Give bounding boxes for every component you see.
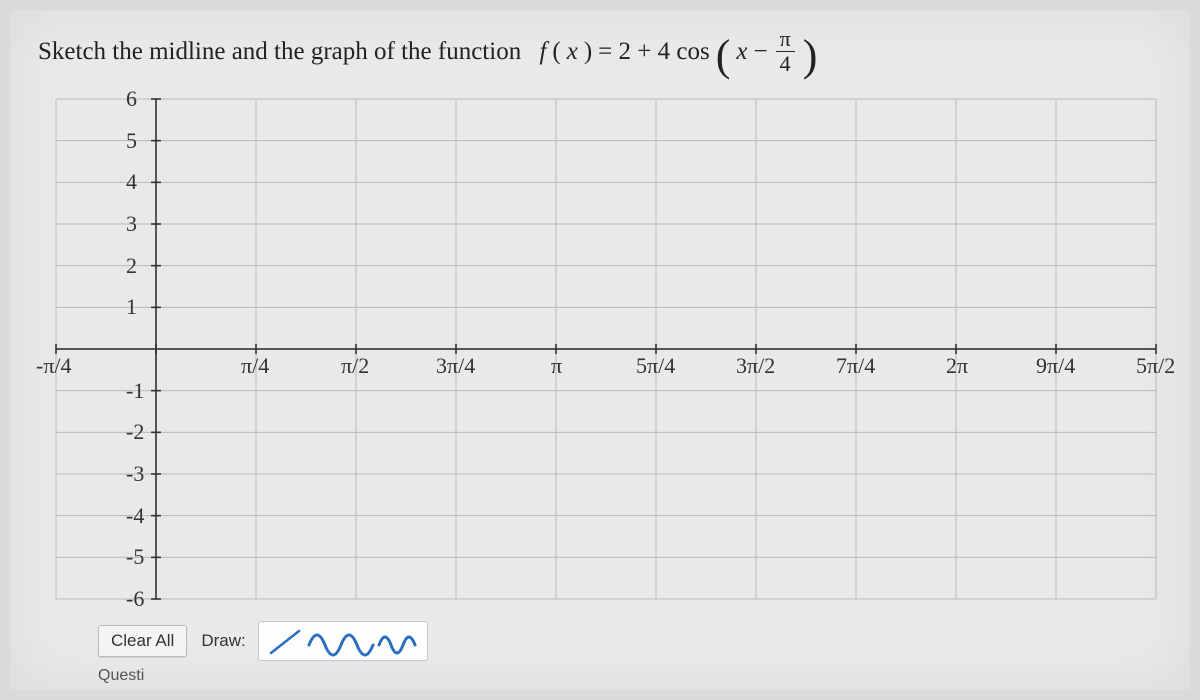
math-open: (: [552, 38, 560, 66]
math-x: x: [567, 38, 578, 66]
frac-den: 4: [776, 52, 795, 75]
draw-toolbar: Clear All Draw:: [98, 621, 1162, 661]
question-help-stub: Questi: [98, 667, 1162, 685]
math-minus: −: [753, 38, 767, 66]
worksheet-page: Sketch the midline and the graph of the …: [10, 10, 1190, 690]
clear-all-button[interactable]: Clear All: [98, 625, 187, 657]
graph-area[interactable]: 654321-1-2-3-4-5-6-π/4π/4π/23π/4π5π/43π/…: [46, 89, 1156, 619]
prompt-text: Sketch the midline and the graph of the …: [38, 38, 521, 66]
math-fraction: π 4: [776, 28, 795, 75]
coordinate-grid: [46, 89, 1166, 609]
draw-label: Draw:: [195, 631, 249, 651]
question-prompt: Sketch the midline and the graph of the …: [38, 28, 1162, 75]
math-close: ): [584, 38, 592, 66]
math-rhs: = 2 + 4 cos: [598, 38, 710, 66]
draw-tools-box[interactable]: [258, 621, 428, 661]
frac-num: π: [776, 28, 795, 52]
math-inner-x: x: [736, 38, 747, 66]
draw-tools-icons: [265, 623, 425, 659]
math-f: f: [539, 38, 546, 66]
